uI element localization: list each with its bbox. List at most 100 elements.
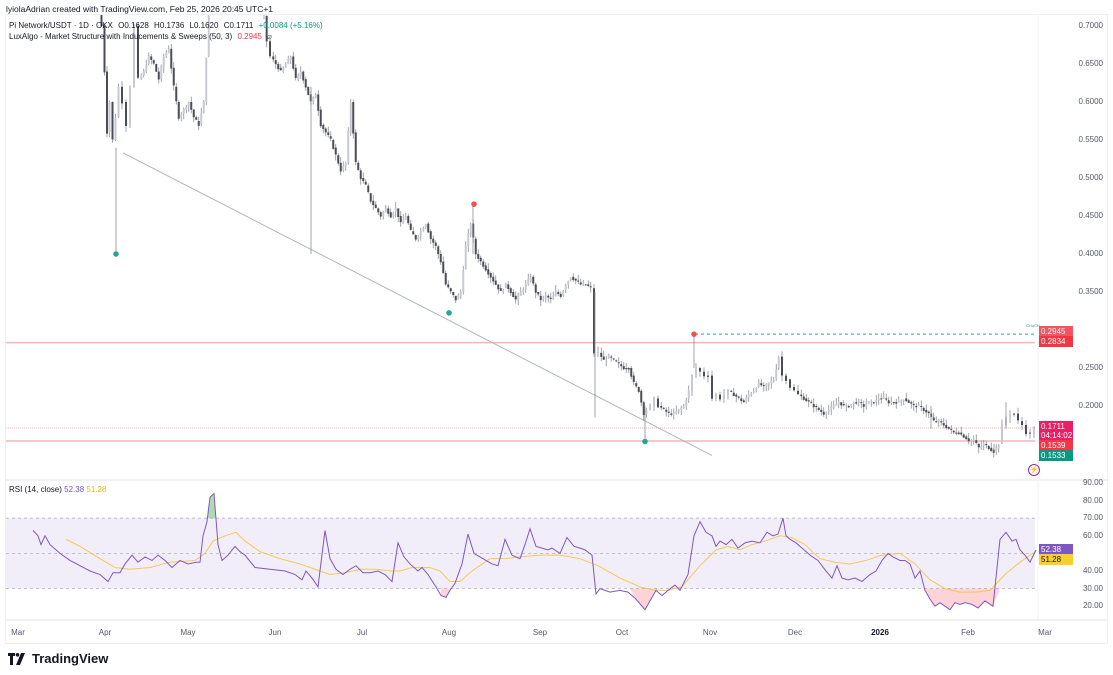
- candle-body: [837, 402, 840, 405]
- change-value: +0.0084 (+5.16%): [258, 21, 323, 30]
- candle-body: [394, 207, 397, 213]
- indicator-name[interactable]: LuxAlgo - Market Structure with Induceme…: [9, 32, 233, 41]
- candle-body: [610, 356, 613, 358]
- candle-body: [665, 409, 668, 412]
- candle-body: [807, 400, 810, 402]
- candle-body: [432, 238, 435, 243]
- hide-icon[interactable]: ⌀: [267, 32, 272, 41]
- candle-body: [284, 63, 287, 68]
- candle-body: [537, 292, 540, 295]
- candle-body: [392, 213, 395, 216]
- candle-body: [685, 399, 688, 406]
- rsi-ma-line: [65, 531, 1037, 593]
- rsi-legend: RSI (14, close) 52.38 51.28: [9, 485, 106, 494]
- candle-body: [965, 436, 968, 440]
- price-axis-label: 0.2500: [1078, 363, 1103, 372]
- candle-body: [737, 396, 740, 398]
- candle-body: [172, 67, 175, 86]
- candle-body: [897, 400, 900, 403]
- time-axis-label: Mar: [11, 628, 25, 637]
- candle-body: [827, 409, 830, 412]
- candle-body: [347, 130, 350, 163]
- candle-body: [670, 413, 673, 415]
- candle-body: [274, 60, 277, 65]
- price-axis-label: 0.3500: [1078, 287, 1103, 296]
- candle-body: [872, 402, 875, 404]
- candle-body: [605, 359, 608, 361]
- candle-body: [730, 390, 733, 392]
- candle-body: [467, 233, 470, 247]
- candle-body: [1029, 432, 1031, 434]
- candle-body: [294, 67, 297, 78]
- candle-body: [462, 270, 465, 292]
- candle-body: [922, 407, 925, 411]
- price-axis-label: 0.4500: [1078, 211, 1103, 220]
- candle-body: [755, 388, 758, 391]
- candle-body: [182, 108, 185, 114]
- candle-body: [699, 368, 701, 372]
- candle-body: [772, 379, 775, 382]
- candle-body: [522, 289, 525, 292]
- candle-body: [133, 25, 135, 87]
- candle-body: [499, 288, 502, 291]
- swing-high-marker: [691, 331, 697, 337]
- candle-body: [945, 425, 948, 429]
- price-pane: [6, 15, 1035, 458]
- candle-body: [957, 432, 960, 435]
- candle-body: [492, 276, 495, 282]
- candle-body: [680, 407, 683, 410]
- candle-body: [404, 216, 407, 220]
- candle-body: [925, 409, 928, 413]
- symbol-name[interactable]: Pi Network/USDT · 1D · OKX: [9, 21, 113, 30]
- time-axis-label: Jun: [268, 628, 282, 637]
- candle-body: [279, 67, 282, 71]
- candle-body: [534, 284, 537, 293]
- candle-body: [932, 417, 935, 421]
- candle-body: [667, 411, 670, 413]
- tradingview-logo[interactable]: TradingView: [8, 651, 108, 666]
- candle-body: [817, 407, 820, 410]
- trendline: [122, 152, 713, 456]
- candle-body: [860, 402, 863, 404]
- rsi-axis-label: 20.00: [1082, 601, 1103, 611]
- candle-body: [103, 26, 106, 73]
- candle-body: [887, 400, 890, 404]
- choch-label: CHoCH: [1026, 323, 1040, 328]
- candle-body: [997, 445, 1000, 448]
- candle-body: [747, 394, 750, 399]
- lightning-icon[interactable]: ⚡: [1028, 464, 1040, 476]
- candle-body: [642, 402, 645, 416]
- candle-body: [742, 400, 745, 403]
- candle-body: [374, 204, 377, 209]
- candle-body: [825, 413, 828, 415]
- candle-body: [635, 383, 638, 387]
- candle-body: [282, 67, 285, 72]
- price-axis-label: 0.2000: [1078, 401, 1103, 410]
- rsi-title[interactable]: RSI (14, close): [9, 485, 62, 494]
- candle-body: [927, 411, 930, 414]
- candle-body: [967, 438, 970, 442]
- candle-body: [314, 95, 317, 99]
- candle-body: [805, 398, 808, 402]
- candle-body: [317, 94, 320, 111]
- price-axis-label: 0.7000: [1078, 21, 1103, 30]
- indicator-legend: LuxAlgo - Market Structure with Induceme…: [9, 32, 272, 41]
- candle-body: [970, 440, 973, 442]
- rsi-value-tag: 51.28: [1039, 554, 1073, 565]
- candle-body: [917, 404, 920, 406]
- candle-body: [602, 356, 605, 360]
- candle-body: [359, 170, 362, 180]
- candle-body: [349, 102, 352, 133]
- candle-body: [111, 102, 114, 140]
- candle-body: [494, 280, 497, 285]
- candle-body: [625, 368, 628, 370]
- candle-body: [752, 391, 755, 393]
- candle-body: [449, 288, 452, 292]
- time-axis-label: Oct: [615, 628, 629, 637]
- rsi-ma-value: 51.28: [86, 485, 107, 494]
- candle-body: [484, 265, 487, 271]
- rsi-band: [6, 518, 1035, 589]
- candle-body: [600, 352, 603, 357]
- candle-body: [857, 400, 860, 403]
